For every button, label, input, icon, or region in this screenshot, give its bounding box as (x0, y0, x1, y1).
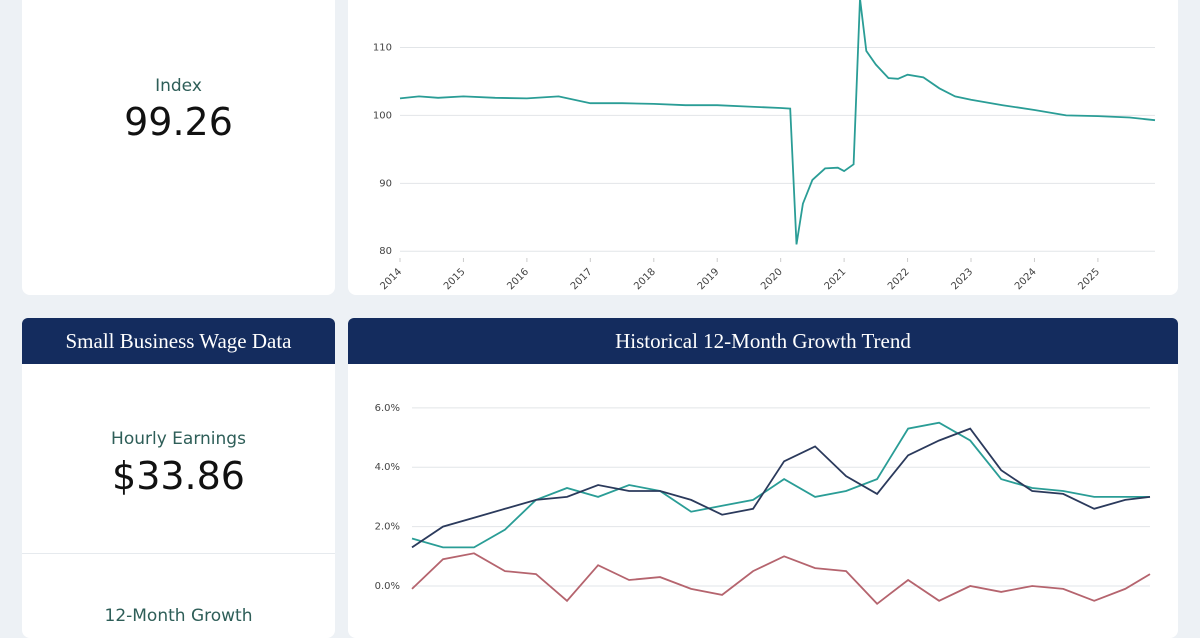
x-tick-label: 2023 (949, 266, 975, 292)
x-tick-label: 2022 (886, 266, 912, 292)
y-tick-label: 90 (379, 178, 392, 189)
x-tick-label: 2020 (759, 266, 785, 292)
x-tick-label: 2019 (696, 266, 722, 292)
growth-chart-card: Historical 12-Month Growth Trend (348, 318, 1178, 638)
data-line (399, 0, 1156, 245)
index-value: 99.26 (124, 100, 233, 144)
data-line (411, 427, 1151, 549)
x-tick-label: 2021 (823, 266, 849, 292)
x-tick-label: 2018 (632, 266, 658, 292)
index-card: Index 99.26 (22, 0, 335, 295)
x-tick-label: 2016 (505, 266, 531, 292)
x-tick-label: 2025 (1076, 266, 1102, 292)
wage-card: Small Business Wage Data Hourly Earnings… (22, 318, 335, 638)
x-tick-label: 2024 (1013, 266, 1039, 292)
y-tick-label: 110 (373, 43, 392, 54)
y-tick-label: 2.0% (375, 522, 400, 533)
x-tick-label: 2017 (569, 266, 595, 292)
y-tick-label: 0.0% (375, 581, 400, 592)
earnings-label: Hourly Earnings (111, 429, 246, 449)
wage-header: Small Business Wage Data (22, 318, 335, 364)
y-tick-label: 80 (379, 246, 392, 257)
growth-label: 12-Month Growth (104, 606, 253, 626)
y-tick-label: 4.0% (375, 462, 400, 473)
y-tick-label: 100 (373, 110, 392, 121)
earnings-value: $33.86 (112, 454, 245, 498)
y-tick-label: 6.0% (375, 403, 400, 414)
data-line (411, 552, 1151, 606)
x-tick-label: 2014 (378, 266, 404, 292)
growth-header: Historical 12-Month Growth Trend (348, 318, 1178, 364)
x-tick-label: 2015 (442, 266, 468, 292)
divider (22, 553, 335, 554)
data-line (411, 421, 1150, 549)
index-chart-card (348, 0, 1178, 295)
index-label: Index (155, 76, 202, 96)
